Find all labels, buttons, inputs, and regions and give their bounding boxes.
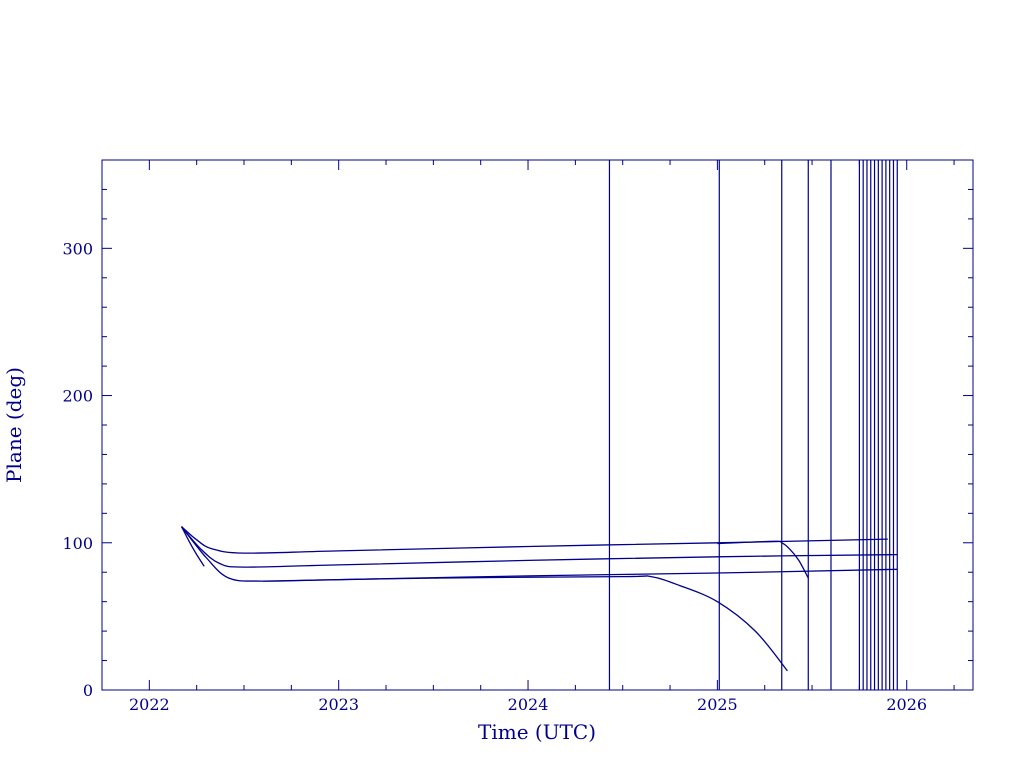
x-tick-label: 2025 bbox=[697, 695, 738, 714]
x-axis-label: Time (UTC) bbox=[478, 720, 596, 744]
tick-labels: 2022 2023 2024 2025 2026 0 100 200 300 bbox=[62, 239, 927, 714]
series-line bbox=[262, 575, 788, 672]
tick-marks bbox=[101, 159, 973, 691]
x-tick-label: 2026 bbox=[886, 695, 927, 714]
plot-frame bbox=[101, 159, 974, 691]
series-lines bbox=[180, 526, 898, 672]
series-line bbox=[181, 526, 898, 568]
y-tick-label: 300 bbox=[62, 239, 93, 258]
series-line bbox=[181, 526, 888, 554]
y-tick-label: 100 bbox=[62, 534, 93, 553]
y-tick-label: 0 bbox=[83, 681, 93, 700]
series-line bbox=[180, 526, 898, 582]
x-tick-label: 2022 bbox=[129, 695, 170, 714]
series-line bbox=[180, 526, 205, 567]
x-tick-label: 2024 bbox=[508, 695, 549, 714]
event-lines bbox=[608, 160, 898, 690]
y-tick-label: 200 bbox=[62, 387, 93, 406]
y-axis-label: Plane (deg) bbox=[2, 367, 26, 483]
x-tick-label: 2023 bbox=[318, 695, 359, 714]
series-line bbox=[717, 540, 809, 579]
